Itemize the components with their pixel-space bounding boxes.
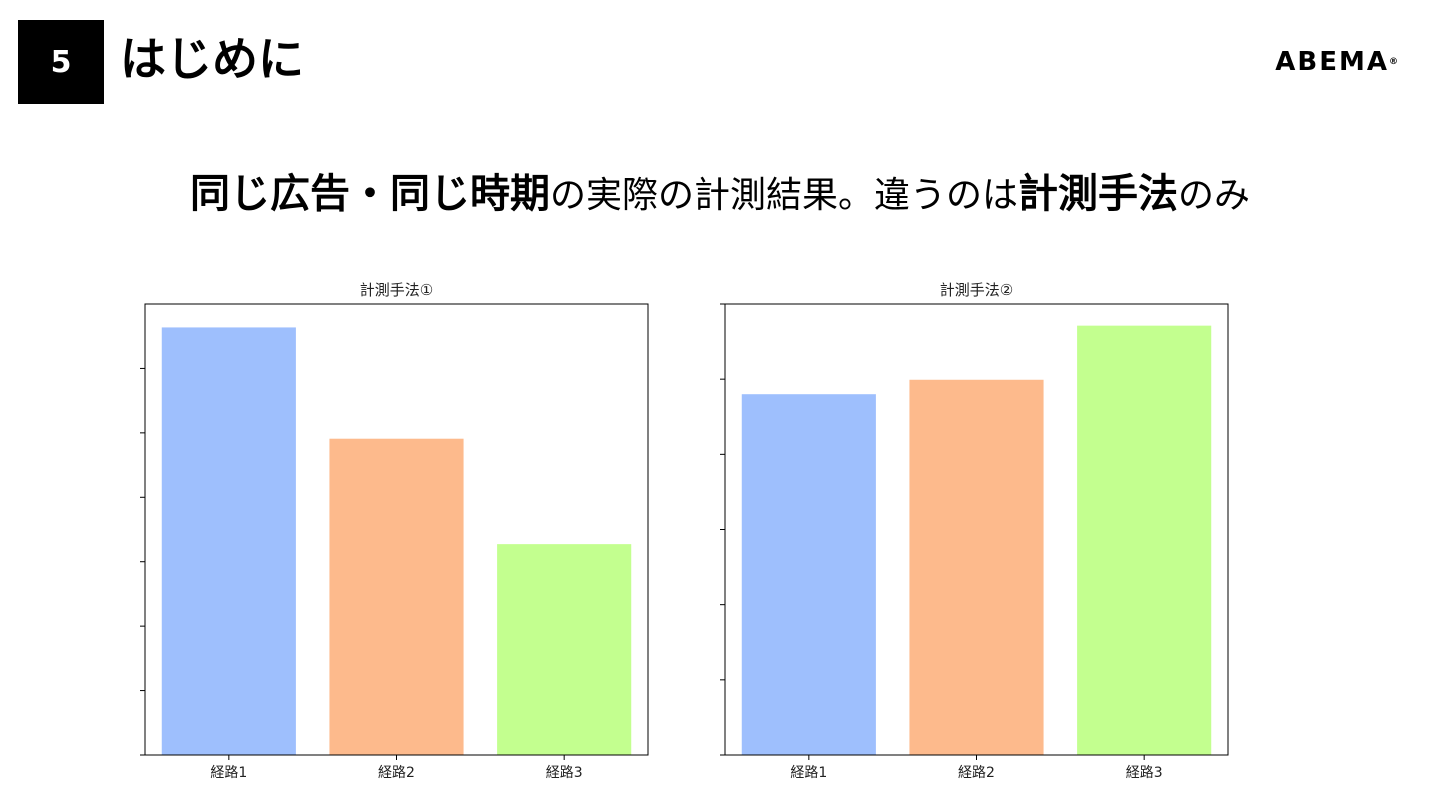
section-number-badge: 5 xyxy=(18,20,104,104)
section-number: 5 xyxy=(50,44,72,80)
chart-2-xtick-label-1: 経路1 xyxy=(790,765,827,781)
registered-mark: ® xyxy=(1389,57,1398,67)
headline-part-4: のみ xyxy=(1178,175,1251,216)
chart-2-bar-2 xyxy=(909,379,1044,755)
headline-part-1: 同じ広告・同じ時期 xyxy=(189,171,550,217)
chart-2-title: 計測手法② xyxy=(940,281,1013,299)
section-title: はじめに xyxy=(120,32,304,86)
chart-1-axes-frame xyxy=(144,303,649,756)
chart-1-bar-1 xyxy=(161,327,296,755)
chart-2-bar-3 xyxy=(1077,325,1212,755)
headline-part-2: の実際の計測結果。違うのは xyxy=(549,175,1018,216)
chart-1-xtick-label-1: 経路1 xyxy=(210,765,247,781)
chart-1-xtick-label-2: 経路2 xyxy=(378,765,415,781)
chart-2-xtick-label-2: 経路2 xyxy=(958,765,995,781)
brand-logo: ABEMA® xyxy=(1275,44,1398,80)
chart-2-xtick-label-3: 経路3 xyxy=(1126,765,1163,781)
chart-1-title: 計測手法① xyxy=(360,281,433,299)
headline-part-3: 計測手法 xyxy=(1018,171,1178,217)
brand-logo-text: ABEMA xyxy=(1275,47,1389,77)
chart-1-bar-3 xyxy=(497,544,632,755)
headline: 同じ広告・同じ時期の実際の計測結果。違うのは計測手法のみ xyxy=(0,166,1440,224)
chart-1-bar-2 xyxy=(329,438,464,755)
chart-1-xtick-label-3: 経路3 xyxy=(546,765,583,781)
chart-2-bar-1 xyxy=(741,394,876,755)
chart-2-axes-frame xyxy=(724,303,1229,756)
